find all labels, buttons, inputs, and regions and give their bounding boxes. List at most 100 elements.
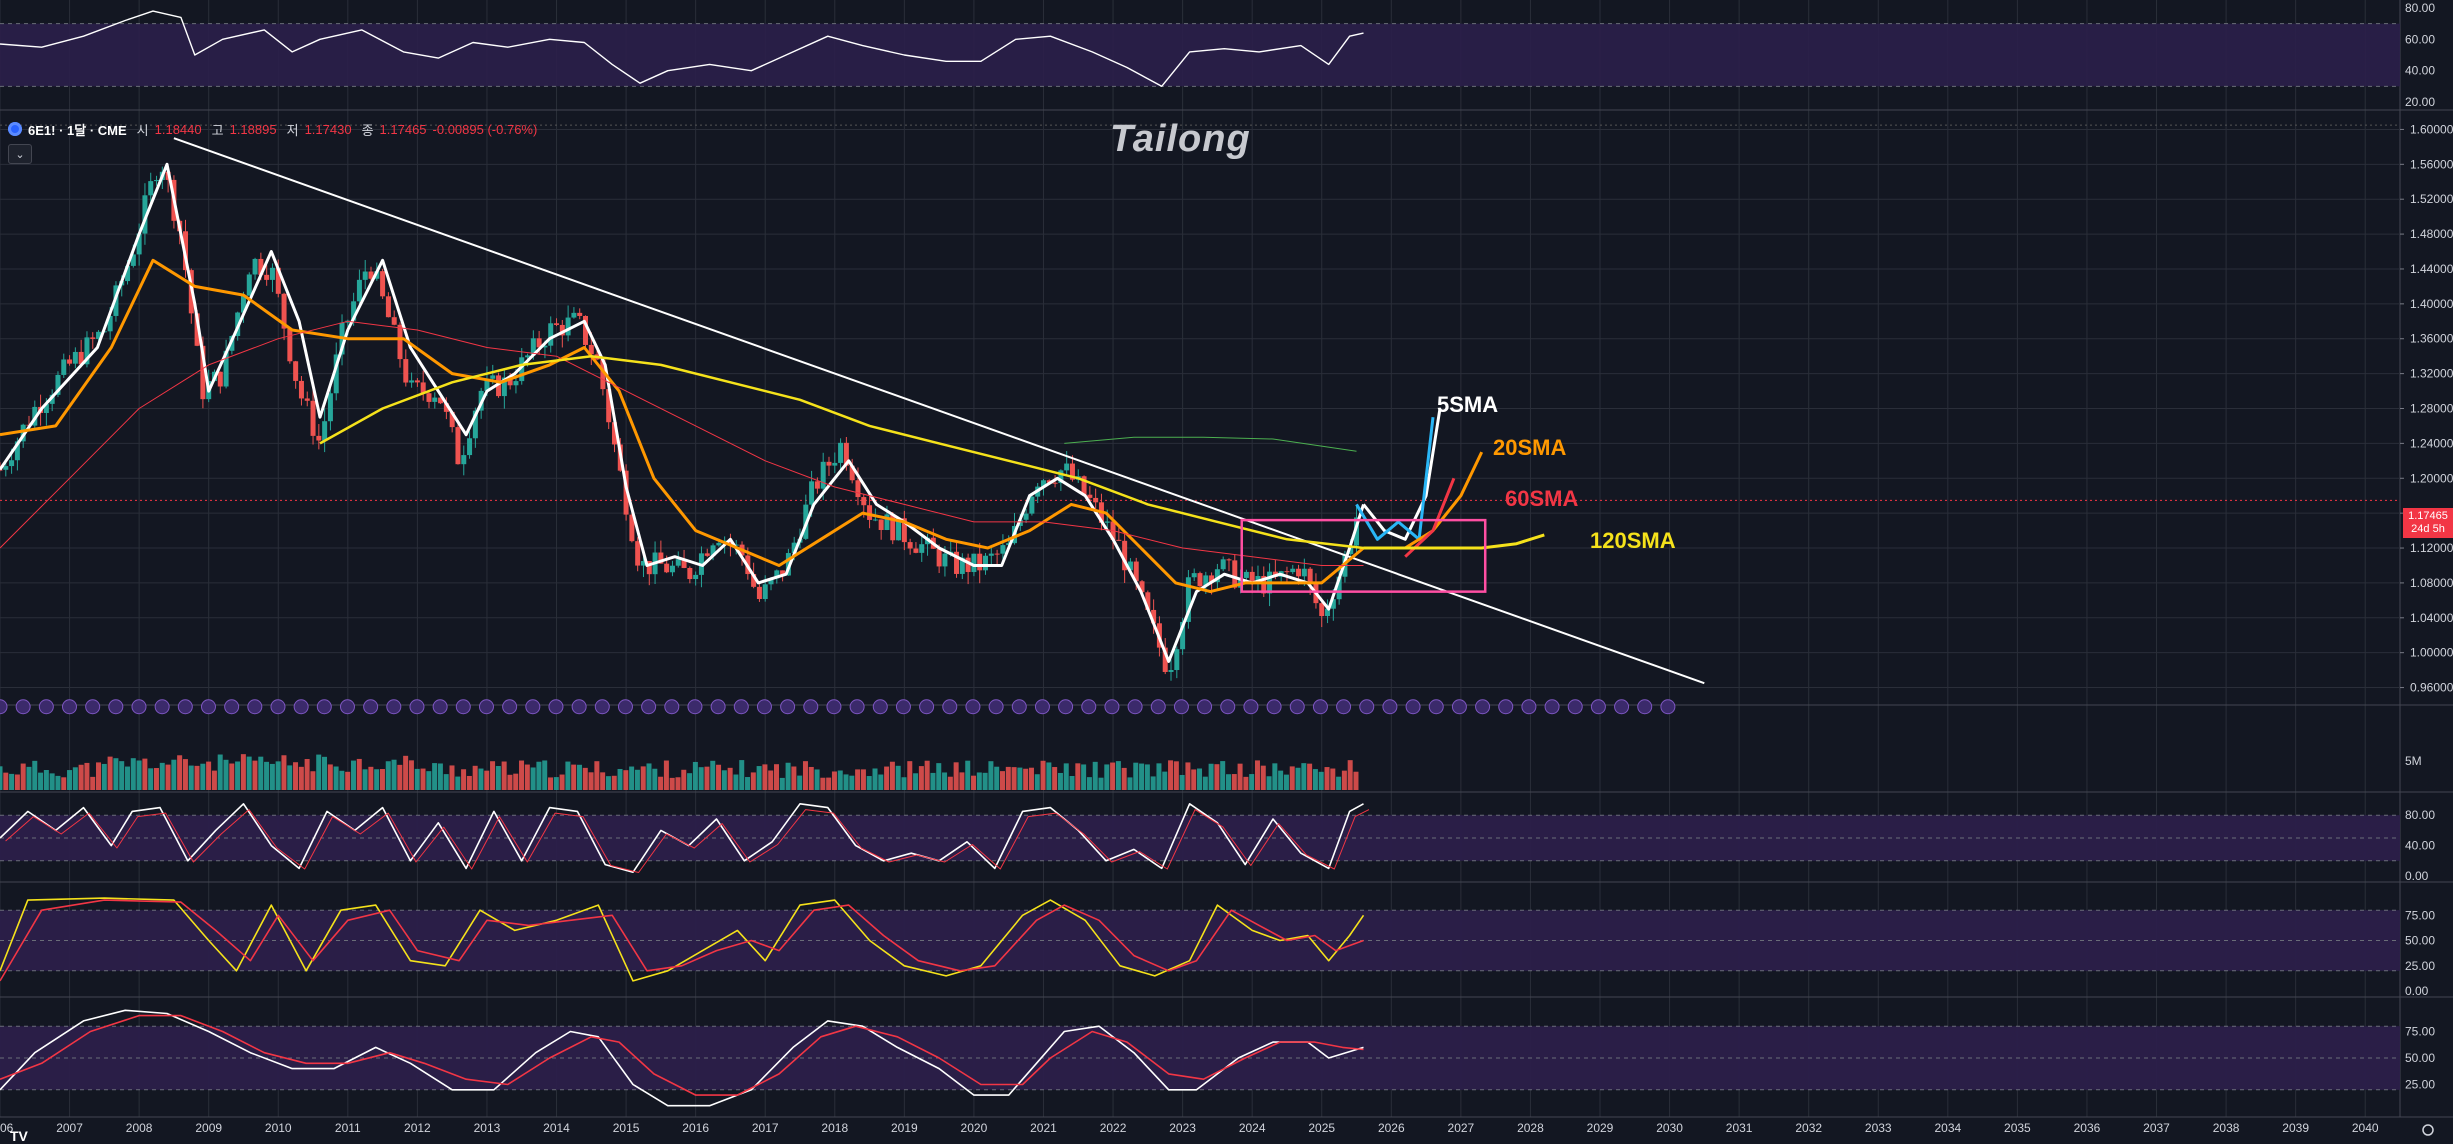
- tradingview-logo-icon[interactable]: TV: [10, 1128, 28, 1144]
- candle-body: [281, 293, 287, 329]
- candle-body: [565, 317, 571, 336]
- symbol-legend[interactable]: 6E1! · 1달 · CME 시 1.18440 고 1.18895 저 1.174…: [8, 118, 537, 140]
- time-axis-label: 2025: [1308, 1121, 1335, 1135]
- price-tick-label: 1.52000: [2410, 192, 2453, 206]
- volume-bar: [918, 766, 924, 790]
- candle-body: [849, 465, 855, 481]
- volume-bar: [113, 758, 119, 790]
- top-rsi-tick: 40.00: [2405, 64, 2435, 78]
- volume-bar: [1086, 777, 1092, 790]
- sma5-label: 5SMA: [1437, 392, 1499, 417]
- high-value: 1.18895: [229, 121, 277, 137]
- volume-bar: [530, 767, 536, 790]
- time-axis-label: 2018: [821, 1121, 848, 1135]
- candle-body: [1046, 480, 1052, 483]
- volume-bar: [652, 768, 658, 790]
- candle-body: [1203, 575, 1209, 587]
- volume-bar: [1249, 774, 1255, 790]
- candle-body: [142, 195, 148, 234]
- sma-line-120sma: [319, 354, 1364, 550]
- candle-body: [1249, 571, 1255, 583]
- settings-gear-icon[interactable]: [2422, 1124, 2434, 1136]
- volume-bar: [860, 769, 866, 790]
- volume-bar: [356, 758, 362, 790]
- price-tick-label: 1.08000: [2410, 576, 2453, 590]
- time-axis-label: 2011: [335, 1121, 361, 1135]
- candle-body: [959, 557, 965, 574]
- volume-bar: [884, 766, 890, 790]
- candle-body: [472, 410, 478, 439]
- time-axis-label: 2009: [195, 1121, 222, 1135]
- event-marker-icon: [872, 699, 888, 715]
- volume-bar: [629, 766, 635, 790]
- volume-bar: [333, 766, 339, 790]
- event-marker-icon: [1498, 699, 1514, 715]
- volume-bar: [913, 773, 919, 790]
- candle-body: [1023, 513, 1029, 520]
- volume-bar: [287, 765, 293, 790]
- volume-bar: [559, 774, 565, 790]
- volume-bar: [1318, 771, 1324, 790]
- price-tick-label: 1.36000: [2410, 332, 2453, 346]
- candle-body: [635, 541, 641, 566]
- volume-bar: [49, 773, 55, 790]
- candle-body: [1133, 561, 1139, 582]
- volume-bar: [1295, 767, 1301, 790]
- collapse-legend-button[interactable]: ⌄: [8, 144, 32, 164]
- volume-bar: [721, 770, 727, 790]
- event-marker-icon: [363, 699, 379, 715]
- candle-body: [994, 553, 1000, 555]
- event-marker-icon: [247, 699, 263, 715]
- candle-body: [872, 519, 878, 521]
- candle-body: [1087, 494, 1093, 498]
- event-marker-icon: [1104, 699, 1120, 715]
- volume-bar: [1005, 766, 1011, 790]
- osc-tick-label: 25.00: [2405, 959, 2435, 973]
- candle-body: [826, 461, 832, 466]
- time-axis-label: 2020: [961, 1121, 988, 1135]
- volume-bar: [165, 764, 171, 790]
- time-axis-label: 2039: [2282, 1121, 2309, 1135]
- volume-bar: [43, 769, 49, 790]
- event-marker-icon: [177, 699, 193, 715]
- sma-line-200sma: [1064, 436, 1357, 452]
- candle-body: [588, 344, 594, 355]
- volume-bar: [1185, 762, 1191, 790]
- event-marker-icon: [849, 699, 865, 715]
- volume-bar: [1243, 776, 1249, 790]
- volume-bar: [727, 767, 733, 790]
- candle-body: [304, 398, 310, 401]
- volume-bar: [264, 761, 270, 790]
- volume-bar: [698, 767, 704, 790]
- volume-bar: [385, 761, 391, 790]
- top-rsi-line: [0, 10, 1364, 87]
- osc-tick-label: 80.00: [2405, 808, 2435, 822]
- candle-body: [148, 181, 154, 196]
- candle-body: [664, 563, 670, 573]
- price-tick-label: 1.48000: [2410, 227, 2453, 241]
- volume-bar: [14, 774, 20, 790]
- volume-bar: [304, 759, 310, 790]
- volume-bar: [785, 762, 791, 790]
- volume-bar: [1197, 768, 1203, 790]
- symbol-name[interactable]: 6E1! · 1달 · CME: [28, 122, 127, 138]
- volume-bar: [101, 763, 107, 790]
- volume-bar: [907, 761, 913, 790]
- candle-body: [1290, 568, 1296, 573]
- candle-body: [896, 518, 902, 541]
- event-marker-icon: [1011, 699, 1027, 715]
- volume-bar: [78, 764, 84, 790]
- candle-body: [496, 375, 502, 397]
- close-value: 1.17465: [379, 121, 427, 137]
- candle-body: [548, 323, 554, 346]
- volume-bar: [994, 766, 1000, 790]
- candle-body: [530, 338, 536, 356]
- sma-line-20sma: [0, 258, 1365, 594]
- candle-body: [258, 258, 264, 275]
- consolidation-box: [1240, 518, 1487, 593]
- projection-5sma-proj: [1362, 408, 1442, 541]
- volume-bar: [571, 764, 577, 790]
- candle-body: [693, 574, 699, 580]
- time-axis-label: 2026: [1378, 1121, 1405, 1135]
